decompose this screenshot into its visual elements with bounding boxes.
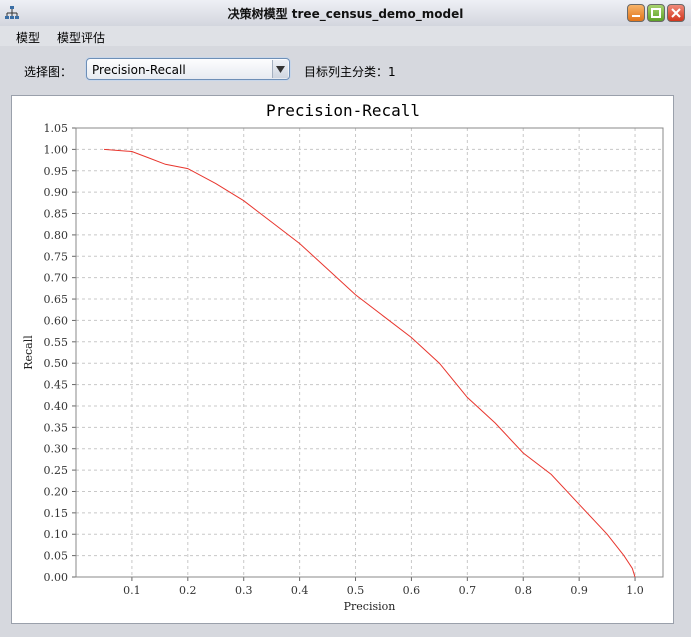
y-tick-label: 0.35	[44, 421, 69, 434]
x-tick-label: 0.2	[179, 584, 197, 597]
x-tick-label: 0.4	[291, 584, 309, 597]
chart-type-select[interactable]: Precision-Recall	[86, 58, 290, 80]
y-tick-label: 0.55	[44, 336, 69, 349]
menu-bar: 模型 模型评估	[0, 26, 691, 46]
chart-panel: Precision-Recall 0.1 0.2 0.3 0.4 0.5 0.6 0.7 0.…	[11, 95, 674, 624]
tree-icon	[5, 6, 19, 19]
y-tick-label: 0.80	[44, 229, 69, 242]
precision-recall-chart: Precision-Recall 0.1 0.2 0.3 0.4 0.5 0.6 0.7 0.…	[22, 101, 664, 613]
x-tick-label: 0.7	[459, 584, 477, 597]
y-tick-label: 0.25	[44, 464, 69, 477]
y-tick-label: 0.00	[44, 571, 69, 584]
precision-recall-series-line	[103, 148, 636, 578]
x-tick-label: 0.3	[235, 584, 253, 597]
target-class-label: 目标列主分类：1	[304, 65, 396, 79]
chart-title: Precision-Recall	[266, 101, 420, 120]
x-tick-label: 1.0	[626, 584, 644, 597]
minimize-icon	[632, 15, 640, 17]
x-tick-label: 0.5	[347, 584, 365, 597]
y-tick-label: 0.85	[44, 208, 69, 221]
title-bar: 决策树模型 tree_census_demo_model	[0, 0, 691, 27]
y-tick-label: 0.05	[44, 550, 69, 563]
y-tick-label: 1.00	[44, 143, 69, 156]
x-axis-label: Precision	[344, 600, 396, 613]
series-layer	[103, 148, 636, 578]
minimize-button[interactable]	[627, 4, 645, 22]
y-tick-label: 0.90	[44, 186, 69, 199]
x-tick-label: 0.6	[403, 584, 421, 597]
menu-model[interactable]: 模型	[16, 31, 41, 45]
window-title: 决策树模型 tree_census_demo_model	[227, 7, 464, 21]
y-tick-label: 0.95	[44, 165, 69, 178]
plot-area	[75, 127, 664, 578]
select-chart-label: 选择图：	[24, 65, 73, 79]
y-tick-label: 0.20	[44, 485, 69, 498]
y-tick-label: 0.60	[44, 314, 69, 327]
chevron-down-icon	[276, 66, 285, 73]
y-tick-label: 1.05	[44, 122, 69, 135]
axis-ticks: 0.1 0.2 0.3 0.4 0.5 0.6 0.7 0.8 0.9 1.0 0.00 0.05 0.…	[44, 122, 644, 597]
menu-model-evaluation[interactable]: 模型评估	[57, 31, 106, 45]
y-tick-label: 0.15	[44, 507, 69, 520]
dropdown-arrow[interactable]	[272, 60, 288, 78]
y-tick-label: 0.40	[44, 400, 69, 413]
y-tick-label: 0.45	[44, 379, 69, 392]
y-axis-label: Recall	[22, 335, 35, 370]
y-tick-label: 0.50	[44, 357, 69, 370]
chart-type-value: Precision-Recall	[92, 63, 186, 77]
y-tick-label: 0.30	[44, 443, 69, 456]
maximize-icon	[651, 8, 661, 18]
x-tick-label: 0.8	[514, 584, 532, 597]
maximize-button[interactable]	[647, 4, 665, 22]
y-tick-label: 0.75	[44, 250, 69, 263]
x-tick-label: 0.9	[570, 584, 588, 597]
close-icon	[671, 8, 681, 18]
y-tick-label: 0.65	[44, 293, 69, 306]
y-tick-label: 0.70	[44, 272, 69, 285]
grid-lines	[76, 127, 663, 578]
close-button[interactable]	[667, 4, 685, 22]
chart-selector-row: 选择图： Precision-Recall 目标列主分类：1	[0, 47, 691, 91]
x-tick-label: 0.1	[123, 584, 141, 597]
y-tick-label: 0.10	[44, 528, 69, 541]
